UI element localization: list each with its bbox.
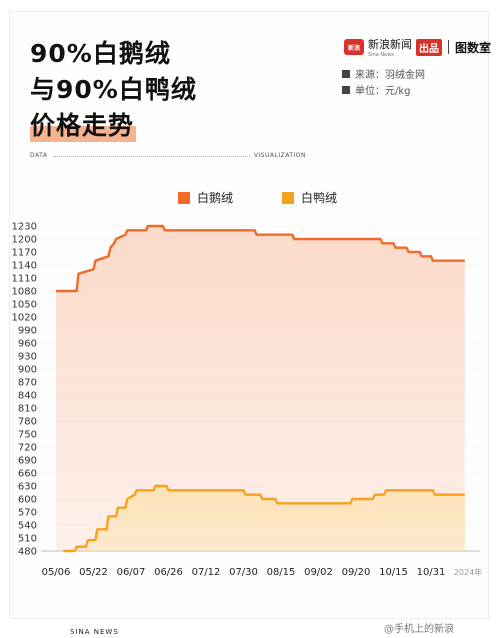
y-tick-label: 600 [18,495,37,506]
y-tick-label: 1140 [12,261,37,272]
unit-line: 单位：元/kg [342,82,411,97]
y-axis-ticks: 480 510 540 570 600 630 660 690 720 750 780 810 840 8… [12,222,37,558]
sina-logo: 新浪 [344,39,364,55]
brand-sub: Sina News [368,52,394,58]
x-tick-label: 06/26 [154,567,183,578]
title-line-3: 价格走势 [30,106,137,142]
square-bullet-icon [342,69,350,78]
price-chart: 480 510 540 570 600 630 660 690 720 750 780 810 840 8… [12,222,483,579]
y-tick-label: 720 [18,443,37,454]
y-tick-label: 780 [18,417,37,428]
x-axis-note: 2024年 [454,567,482,577]
title-line-1: 90%白鹅绒 [30,39,171,68]
x-tick-label: 09/02 [304,567,333,578]
y-tick-label: 990 [18,326,37,337]
dotted-divider [54,156,250,157]
brand-name-block: 新浪新闻 Sina News [368,36,412,58]
x-tick-label: 07/12 [192,567,221,578]
y-tick-label: 660 [18,469,37,480]
x-tick-label: 05/06 [42,567,71,578]
y-tick-label: 1110 [12,274,37,285]
y-tick-label: 630 [18,482,37,493]
series-area-duck [63,486,465,551]
y-tick-label: 870 [18,378,37,389]
y-tick-label: 1170 [12,248,37,259]
y-tick-label: 510 [18,534,37,545]
y-tick-label: 540 [18,521,37,532]
x-axis-ticks: 05/06 05/22 06/07 06/26 07/12 07/30 08/15 09/02… [42,567,483,578]
y-tick-label: 1050 [12,300,37,311]
x-tick-label: 05/22 [79,567,108,578]
brand-badge: 出品 [416,38,442,56]
partner-name: 图数室 [455,40,492,55]
footer-brand: SINA NEWS [70,628,119,636]
y-tick-label: 1020 [12,313,37,324]
y-tick-label: 480 [18,547,37,558]
visualization-label: VISUALIZATION [253,152,306,159]
title-line-2: 与90%白鸭绒 [30,75,197,104]
y-tick-label: 1200 [12,235,37,246]
data-visualization-rule: DATA VISUALIZATION [30,150,306,162]
y-tick-label: 840 [18,391,37,402]
x-tick-label: 10/15 [379,567,408,578]
source-text: 来源：羽绒金网 [355,70,425,81]
series-areas [56,226,465,551]
y-tick-label: 960 [18,339,37,350]
data-label: DATA [30,152,48,159]
x-tick-label: 10/31 [417,567,446,578]
legend-item-duck: 白鸭绒 [282,189,337,206]
y-tick-label: 810 [18,404,37,415]
y-tick-label: 690 [18,456,37,467]
square-bullet-icon [342,85,350,94]
unit-text: 单位：元/kg [355,86,411,97]
x-tick-label: 07/30 [229,567,258,578]
y-tick-label: 1080 [12,287,37,298]
y-tick-label: 570 [18,508,37,519]
legend-label-goose: 白鹅绒 [197,191,234,205]
legend-label-duck: 白鸭绒 [301,191,338,205]
y-tick-label: 750 [18,430,37,441]
series-area-goose [56,226,465,551]
y-tick-label: 900 [18,365,37,376]
watermark: @手机上的新浪 [384,624,454,635]
series-line-goose [56,224,465,293]
x-tick-label: 06/07 [117,567,146,578]
source-line: 来源：羽绒金网 [342,66,425,81]
brand-divider [448,40,449,54]
legend-swatch-duck [282,191,294,204]
y-tick-label: 1230 [12,222,37,233]
brand-name: 新浪新闻 [368,38,412,51]
x-tick-label: 09/20 [342,567,371,578]
series-line-duck [63,484,465,553]
legend-swatch-goose [178,191,190,204]
y-tick-label: 930 [18,352,37,363]
series-lines [56,224,465,553]
x-tick-label: 08/15 [267,567,296,578]
legend-item-goose: 白鹅绒 [178,189,233,206]
brand-bar: 新浪 新浪新闻 Sina News 出品 图数室 [344,36,491,58]
